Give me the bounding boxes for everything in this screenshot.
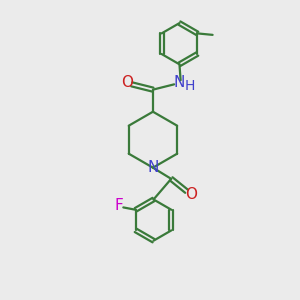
Text: O: O [184,187,196,202]
Text: N: N [147,160,159,175]
Text: F: F [114,198,123,213]
Text: N: N [173,75,184,90]
Text: O: O [121,75,133,90]
Text: H: H [184,79,195,93]
